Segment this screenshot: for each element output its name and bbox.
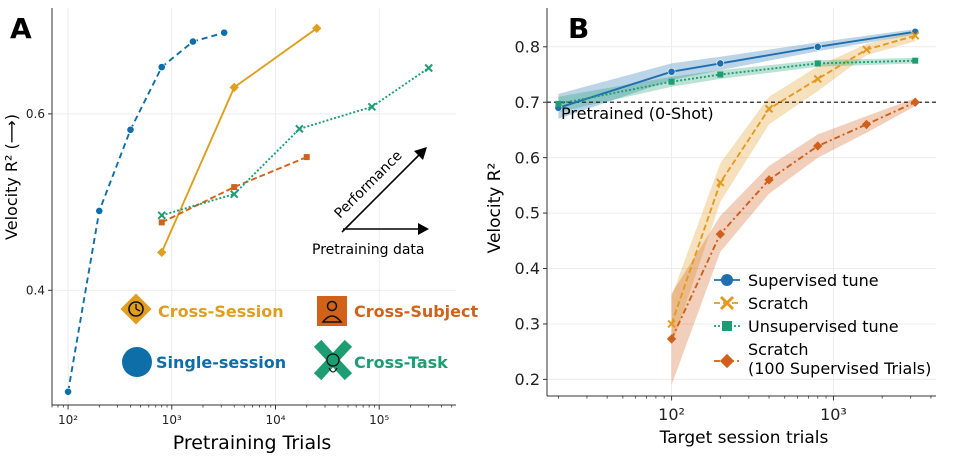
confidence-band-scratch-100-supervised-trials	[671, 98, 916, 385]
legend-cross-task: Cross-Task	[313, 339, 448, 381]
point-cross-task	[424, 63, 433, 73]
panel-a-x-axis-label: Pretraining Trials	[173, 432, 332, 454]
legend-cross-session: Cross-Session	[120, 293, 284, 325]
point-unsupervised-tune	[555, 100, 562, 107]
point-cross-subject	[158, 219, 165, 226]
legend-scratch-label: Scratch	[748, 294, 809, 313]
legend-scratch: Scratch	[714, 294, 809, 313]
y-tick-label: 0.4	[26, 284, 45, 298]
x-tick-label: 10²	[658, 405, 685, 424]
series-line-cross-session	[160, 27, 318, 253]
legend-supervised-tune: Supervised tune	[714, 271, 879, 290]
y-tick-label: 0.8	[515, 37, 540, 56]
series-line-scratch-100-supervised-trials	[670, 101, 916, 340]
point-scratch	[667, 319, 676, 329]
point-scratch-100-supervised-trials	[715, 229, 725, 239]
point-cross-session	[229, 82, 239, 93]
legend-scratch-100-label: Scratch (100 Supervised Trials)	[748, 340, 931, 378]
reference-line-label: Pretrained (0-Shot)	[561, 104, 714, 123]
panel-a-chart: 10² 10³ 10⁴ 10⁵ 0.4 0.6 Pretraining Trials Ve…	[2, 8, 479, 454]
legend-cross-session-label: Cross-Session	[158, 302, 284, 321]
legend-single-session-label: Single-session	[156, 353, 286, 372]
point-cross-session	[157, 247, 167, 258]
performance-arrow	[341, 147, 427, 233]
panel-b-y-axis-label: Velocity R²	[485, 163, 505, 254]
series-line-scratch	[670, 34, 916, 325]
x-tick-label: 10³	[820, 405, 847, 424]
point-supervised-tune	[667, 67, 676, 76]
pretraining-data-arrow	[343, 223, 429, 235]
y-tick-label: 0.6	[515, 148, 540, 167]
legend-scratch-100-label-line: (100 Supervised Trials)	[748, 359, 931, 378]
point-single-session	[126, 125, 135, 134]
y-tick-label: 0.2	[515, 370, 540, 389]
person-icon	[317, 296, 347, 326]
point-single-session	[95, 207, 104, 215]
point-scratch-100-supervised-trials	[861, 119, 872, 130]
panel-b-x-axis-label: Target session trials	[659, 428, 829, 448]
point-scratch-100-supervised-trials	[910, 97, 920, 107]
x-tick-label: 10³	[162, 413, 182, 427]
point-unsupervised-tune	[717, 71, 724, 78]
legend-cross-subject: Cross-Subject	[317, 296, 479, 326]
y-tick-label: 0.4	[515, 259, 540, 278]
point-scratch-100-supervised-trials	[666, 334, 677, 344]
legend-unsupervised-tune-label: Unsupervised tune	[748, 317, 899, 336]
point-cross-subject	[231, 184, 238, 191]
legend-scratch-100: Scratch (100 Supervised Trials)	[714, 340, 931, 378]
point-scratch	[911, 31, 920, 40]
legend-scratch-100-label-line: Scratch	[748, 340, 809, 359]
point-scratch	[716, 178, 725, 187]
x-tick-label: 10²	[58, 413, 78, 427]
legend-single-session: Single-session	[122, 347, 286, 377]
point-cross-task	[157, 211, 166, 220]
point-single-session	[189, 37, 197, 46]
panel-label-b: B	[568, 12, 589, 45]
point-supervised-tune	[813, 42, 822, 51]
point-scratch	[764, 104, 774, 114]
clock-icon	[120, 293, 152, 325]
legend-cross-task-label: Cross-Task	[354, 353, 448, 372]
point-single-session	[64, 387, 72, 396]
circle-icon	[122, 347, 152, 377]
y-tick-label: 0.5	[515, 204, 540, 223]
point-scratch-100-supervised-trials	[764, 175, 774, 185]
point-scratch	[862, 45, 871, 54]
point-cross-task	[367, 102, 377, 112]
legend-supervised-tune-label: Supervised tune	[748, 271, 879, 290]
y-tick-label: 0.7	[515, 93, 540, 112]
point-cross-subject	[303, 154, 310, 161]
pretraining-data-arrow-label: Pretraining data	[312, 242, 424, 258]
series-line-cross-task	[161, 67, 430, 217]
point-unsupervised-tune	[668, 78, 675, 85]
legend-unsupervised-tune: Unsupervised tune	[714, 317, 899, 336]
brain-icon	[313, 339, 353, 381]
point-unsupervised-tune	[912, 57, 919, 64]
point-scratch	[813, 74, 822, 84]
panel-label-a: A	[10, 12, 32, 45]
y-tick-label: 0.6	[26, 107, 45, 121]
series-line-single-session	[67, 31, 225, 392]
point-single-session	[157, 63, 166, 72]
point-unsupervised-tune	[814, 60, 821, 67]
point-cross-task	[230, 189, 239, 199]
x-tick-label: 10⁵	[369, 413, 389, 427]
legend-cross-subject-label: Cross-Subject	[354, 302, 479, 321]
y-tick-label: 0.3	[515, 315, 540, 334]
point-cross-task	[295, 124, 304, 134]
point-single-session	[220, 28, 229, 37]
panel-a-y-axis-label: Velocity R² (⟶)	[2, 114, 21, 240]
point-supervised-tune	[716, 59, 725, 68]
panel-b-chart: 10² 10³ 0.2 0.3 0.4 0.5 0.6 0.7 0.8 Pretrained (…	[485, 8, 936, 448]
performance-arrow-label: Performance	[332, 148, 406, 222]
x-tick-label: 10⁴	[265, 413, 285, 427]
panel-b-legend: Supervised tune Scratch Unsupervised tun…	[714, 271, 931, 378]
